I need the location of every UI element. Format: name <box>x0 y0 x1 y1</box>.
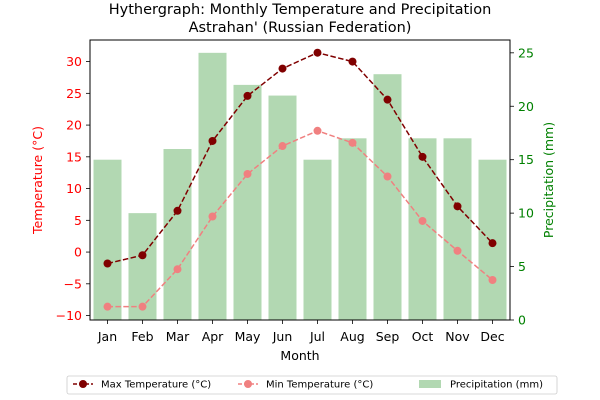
y-right-tick-label: 0 <box>518 313 526 328</box>
y-right-tick-label: 10 <box>518 206 534 221</box>
max-temp-point-nov <box>453 202 462 211</box>
max-temp-point-may <box>243 91 252 100</box>
y-left-tick-label: 25 <box>66 86 82 101</box>
precip-bar-nov <box>443 138 472 320</box>
max-temp-point-jul <box>313 48 322 57</box>
min-temp-point-apr <box>208 212 217 221</box>
min-temp-point-sep <box>383 172 392 181</box>
min-temp-point-jul <box>313 126 322 135</box>
precipitation-bars <box>93 52 507 321</box>
x-tick-label: Jun <box>272 329 293 344</box>
y-axis-left-label: Temperature (°C) <box>30 126 45 235</box>
x-tick-label: Feb <box>131 329 153 344</box>
max-temp-point-jun <box>278 64 287 73</box>
legend-precip-swatch <box>419 380 441 388</box>
legend-max-temp-label: Max Temperature (°C) <box>101 380 211 391</box>
y-left-tick-label: 10 <box>66 181 82 196</box>
max-temp-point-oct <box>418 152 427 161</box>
y-left-tick-label: −10 <box>56 308 82 323</box>
max-temp-point-dec <box>488 239 497 248</box>
x-tick-label: Aug <box>340 329 364 344</box>
y-axis-right-label: Precipitation (mm) <box>541 122 556 238</box>
min-temp-line <box>107 129 493 308</box>
x-tick-label: Sep <box>376 329 400 344</box>
x-tick-label: Oct <box>412 329 434 344</box>
max-temp-point-apr <box>208 136 217 145</box>
x-tick-label: May <box>235 329 261 344</box>
precip-bar-feb <box>128 213 157 320</box>
y-left-tick-label: 20 <box>66 118 82 133</box>
x-tick-label: Dec <box>480 329 504 344</box>
min-temp-point-nov <box>453 246 462 255</box>
temperature-lines <box>103 48 497 311</box>
min-temp-point-dec <box>488 276 497 284</box>
max-temp-point-mar <box>173 206 182 215</box>
x-axis: Jan Feb Mar Apr May Jun Jul Aug Sep Oct Nov Dec <box>97 320 505 344</box>
max-temp-point-jan <box>103 259 112 268</box>
max-temp-line <box>107 51 494 265</box>
y-left-tick-label: 30 <box>66 54 82 69</box>
precip-bar-jun <box>268 95 297 321</box>
min-temp-point-feb <box>138 302 147 311</box>
y-left-tick-label: 0 <box>74 245 82 260</box>
max-temp-point-sep <box>383 95 392 104</box>
precip-bar-aug <box>338 138 367 320</box>
y-right-tick-label: 5 <box>518 259 526 274</box>
x-tick-label: Nov <box>445 329 470 344</box>
y-right-tick-label: 20 <box>518 99 534 114</box>
y-left-tick-label: 15 <box>66 149 82 164</box>
min-temp-point-aug <box>348 138 357 147</box>
legend-min-temp-label: Min Temperature (°C) <box>266 380 373 391</box>
min-temp-point-may <box>243 169 252 178</box>
chart-subtitle: Astrahan' (Russian Federation) <box>189 20 412 36</box>
x-tick-label: Jul <box>309 329 325 344</box>
precip-bar-oct <box>408 138 437 320</box>
y-axis-right: 0 5 10 15 20 25 <box>510 45 534 328</box>
y-axis-left: −10 −5 0 5 10 15 20 25 30 <box>56 54 90 323</box>
x-tick-label: Mar <box>166 329 190 344</box>
chart-title: Hythergraph: Monthly Temperature and Pre… <box>109 2 492 18</box>
y-left-tick-label: 5 <box>74 213 82 228</box>
min-temp-point-mar <box>173 265 182 274</box>
precip-bar-jul <box>303 159 332 320</box>
precip-bar-may <box>233 84 262 320</box>
min-temp-point-oct <box>418 216 427 225</box>
y-right-tick-label: 25 <box>518 45 534 60</box>
precip-bar-jan <box>93 159 122 320</box>
max-temp-point-feb <box>138 251 147 260</box>
x-axis-label: Month <box>280 348 319 363</box>
max-temp-point-aug <box>348 57 357 66</box>
legend-max-temp-marker <box>79 380 87 388</box>
precip-bar-apr <box>198 52 227 320</box>
x-tick-label: Jan <box>97 329 117 344</box>
min-temp-point-jun <box>278 142 287 151</box>
y-left-tick-label: −5 <box>64 276 82 291</box>
legend: Max Temperature (°C) Min Temperature (°C… <box>66 375 558 395</box>
legend-min-temp-marker <box>244 380 252 388</box>
plot-frame <box>89 39 511 321</box>
y-right-tick-label: 15 <box>518 152 534 167</box>
precip-bar-sep <box>373 74 402 320</box>
precip-bar-mar <box>163 149 192 320</box>
x-tick-label: Apr <box>202 329 224 344</box>
legend-precip-label: Precipitation (mm) <box>450 380 543 391</box>
min-temp-point-jan <box>103 302 112 311</box>
